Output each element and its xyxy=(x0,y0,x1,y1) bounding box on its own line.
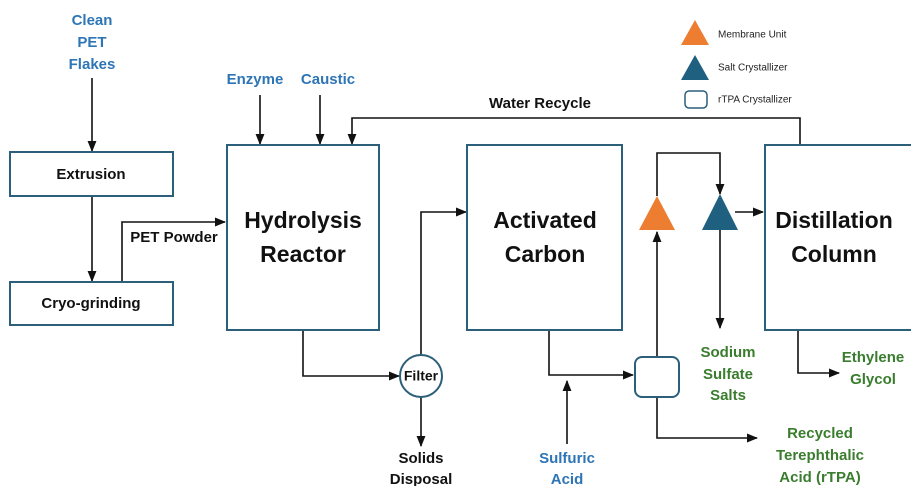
output-label: Solids xyxy=(398,450,443,467)
unit-label: Extrusion xyxy=(56,166,125,183)
unit-label: Activated xyxy=(493,207,597,233)
input-label: Sulfuric xyxy=(539,450,595,467)
output-label: Recycled xyxy=(787,425,853,442)
membrane-unit xyxy=(639,196,675,230)
legend-symbol xyxy=(681,20,709,45)
unit-label: Hydrolysis xyxy=(244,207,362,233)
input-label: Enzyme xyxy=(227,71,284,88)
unit-label: Distillation xyxy=(775,207,893,233)
rtpa-crystallizer xyxy=(634,356,680,398)
unit-label: Carbon xyxy=(505,241,586,267)
stream-label: PET Powder xyxy=(130,229,218,246)
input-label: Caustic xyxy=(301,71,355,88)
output-label: Sodium xyxy=(701,344,756,361)
output-label: Ethylene xyxy=(842,349,905,366)
legend: Membrane Unit Salt Crystallizer rTPA Cry… xyxy=(681,20,792,109)
output-label: Disposal xyxy=(390,471,453,486)
stream-label: Water Recycle xyxy=(489,95,591,112)
filter-circle xyxy=(399,354,443,398)
output-label: Sulfate xyxy=(703,366,753,383)
unit-box xyxy=(466,144,623,331)
unit-box xyxy=(226,144,380,331)
unit-label: Column xyxy=(791,241,877,267)
legend-symbol xyxy=(681,55,709,80)
unit-box xyxy=(9,151,174,197)
legend-label: rTPA Crystallizer xyxy=(718,95,792,106)
output-label: Glycol xyxy=(850,371,896,388)
unit-label: Filter xyxy=(404,368,439,384)
unit-box xyxy=(9,281,174,326)
legend-symbol xyxy=(684,90,708,109)
output-label: Salts xyxy=(710,387,746,404)
unit-box xyxy=(764,144,911,331)
input-label: Clean xyxy=(72,12,113,29)
unit-label: Cryo-grinding xyxy=(41,295,140,312)
legend-label: Salt Crystallizer xyxy=(718,63,788,74)
connectors xyxy=(87,78,841,448)
input-label: PET xyxy=(77,34,106,51)
output-label: Terephthalic xyxy=(776,447,864,464)
input-label: Flakes xyxy=(69,56,116,73)
input-label: Acid xyxy=(551,471,584,486)
legend-label: Membrane Unit xyxy=(718,30,787,41)
unit-label: Reactor xyxy=(260,241,346,267)
salt-crystallizer xyxy=(702,194,738,230)
output-label: Acid (rTPA) xyxy=(779,469,860,486)
